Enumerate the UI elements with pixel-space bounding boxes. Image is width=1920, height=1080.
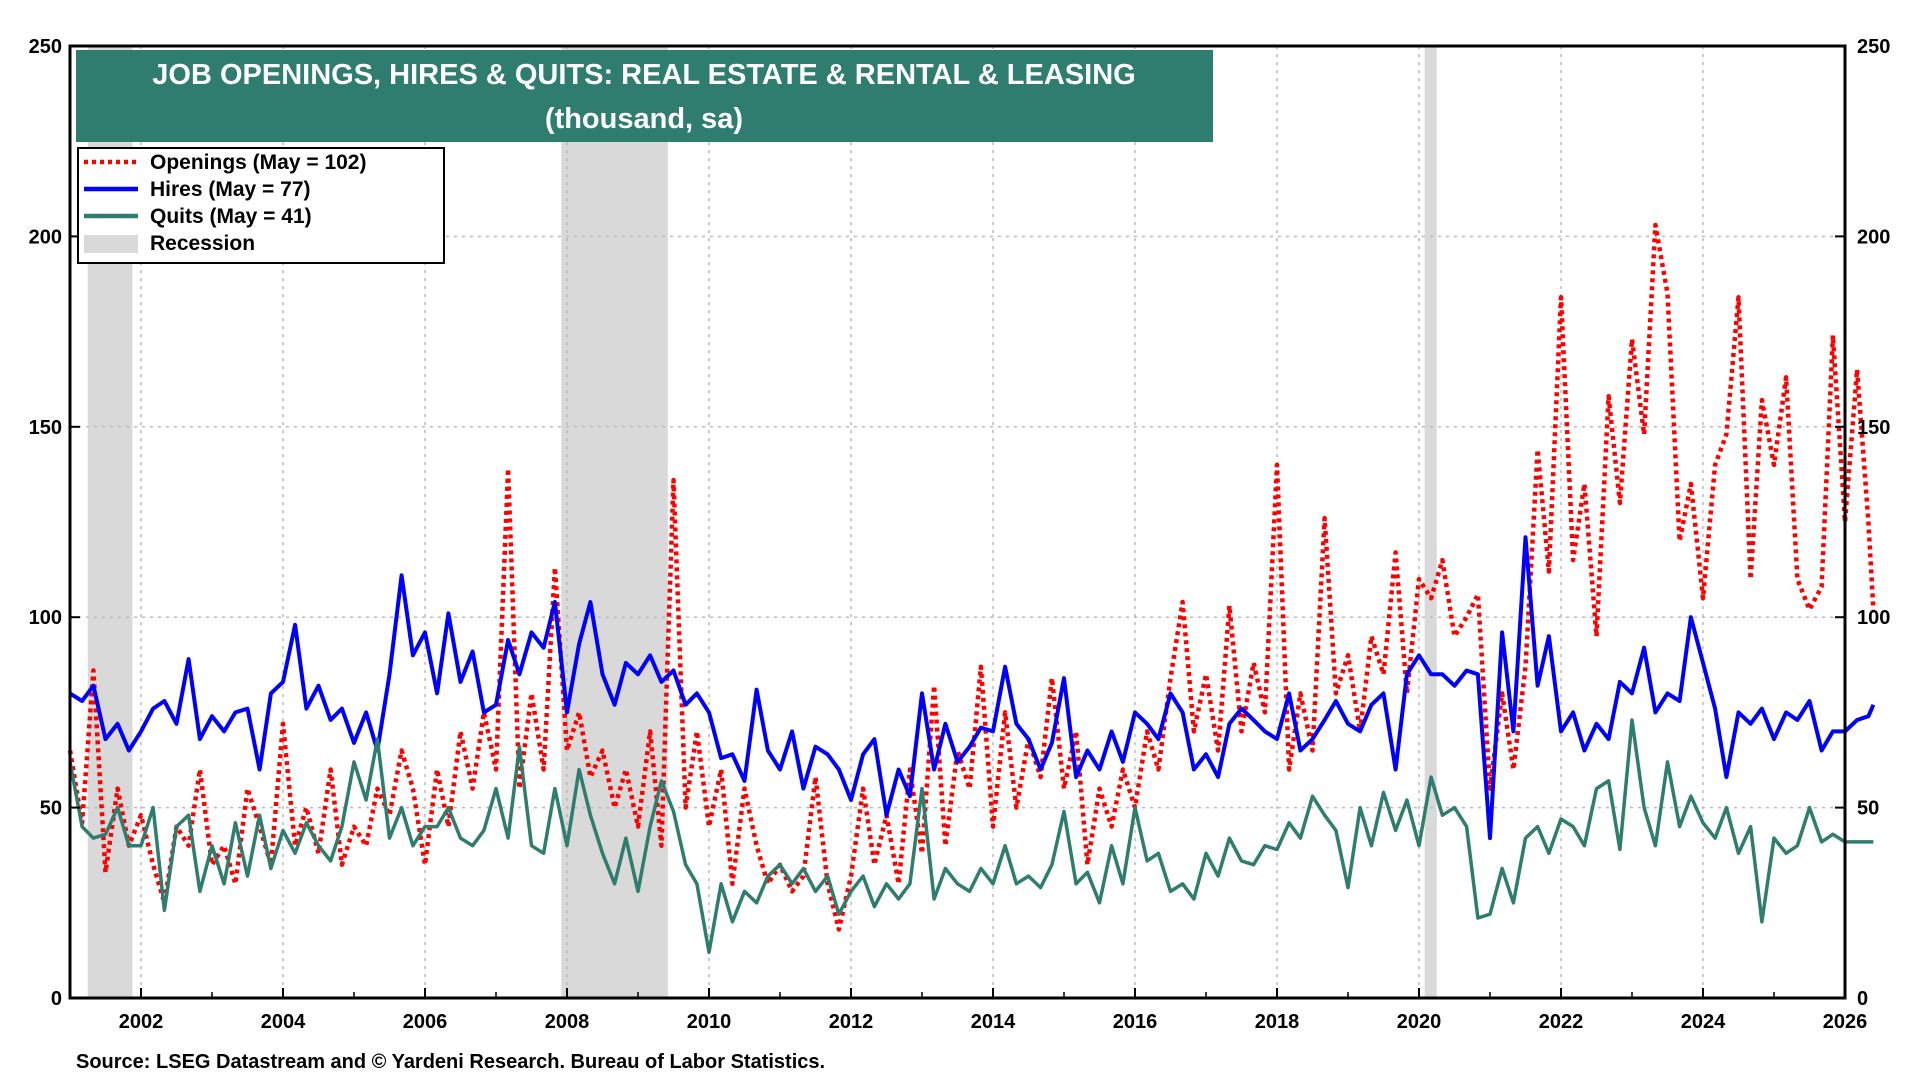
x-tick-label-2014: 2014 bbox=[971, 1011, 1016, 1033]
y-tick-label-right-200: 200 bbox=[1857, 226, 1890, 248]
legend-label-hires: Hires (May = 77) bbox=[150, 178, 311, 201]
y-tick-label-right-250: 250 bbox=[1857, 36, 1890, 58]
x-tick-label-2008: 2008 bbox=[545, 1011, 590, 1033]
series-lines bbox=[67, 222, 1876, 955]
title-box: JOB OPENINGS, HIRES & QUITS: REAL ESTATE… bbox=[76, 50, 1213, 142]
source-note: Source: LSEG Datastream and © Yardeni Re… bbox=[76, 1051, 825, 1073]
y-tick-label-right-50: 50 bbox=[1857, 798, 1879, 820]
y-tick-label-left-250: 250 bbox=[29, 36, 62, 58]
title-background bbox=[76, 50, 1213, 142]
x-tick-label-2016: 2016 bbox=[1113, 1011, 1158, 1033]
series-line-openings bbox=[67, 222, 1876, 932]
recession-band-2 bbox=[1424, 46, 1437, 998]
y-tick-label-left-200: 200 bbox=[29, 226, 62, 248]
x-tick-label-2004: 2004 bbox=[261, 1011, 306, 1033]
x-tick-label-2010: 2010 bbox=[687, 1011, 732, 1033]
x-tick-label-2022: 2022 bbox=[1539, 1011, 1584, 1033]
series-line-hires bbox=[68, 535, 1876, 841]
x-tick-label-2024: 2024 bbox=[1681, 1011, 1726, 1033]
x-tick-label-2002: 2002 bbox=[119, 1011, 164, 1033]
x-tick-label-2026: 2026 bbox=[1823, 1011, 1868, 1033]
legend-box bbox=[77, 147, 445, 264]
y-tick-label-right-0: 0 bbox=[1857, 988, 1868, 1010]
chart-subtitle: (thousand, sa) bbox=[545, 103, 743, 135]
y-tick-label-right-150: 150 bbox=[1857, 417, 1890, 439]
chart-title: JOB OPENINGS, HIRES & QUITS: REAL ESTATE… bbox=[152, 59, 1135, 91]
series-line-quits bbox=[68, 718, 1874, 955]
y-tick-label-left-50: 50 bbox=[40, 798, 62, 820]
plot-frame bbox=[68, 44, 1847, 1000]
legend-label-quits: Quits (May = 41) bbox=[150, 205, 312, 228]
legend: Openings (May = 102) Hires (May = 77) Qu… bbox=[77, 147, 445, 264]
x-tick-label-2006: 2006 bbox=[403, 1011, 448, 1033]
legend-label-openings: Openings (May = 102) bbox=[150, 151, 366, 174]
legend-label-recession: Recession bbox=[150, 232, 255, 255]
y-tick-label-left-100: 100 bbox=[29, 607, 62, 629]
y-tick-label-right-100: 100 bbox=[1857, 607, 1890, 629]
recession-band-1 bbox=[561, 46, 668, 998]
x-tick-label-2018: 2018 bbox=[1255, 1011, 1300, 1033]
legend-swatch-recession bbox=[84, 235, 138, 253]
axis-ticks: 0 0 50 50 100 100 150 150 200 200 250 250 2002 2004 20… bbox=[29, 36, 1891, 1033]
y-tick-label-left-150: 150 bbox=[29, 417, 62, 439]
x-tick-label-2012: 2012 bbox=[829, 1011, 874, 1033]
x-tick-label-2020: 2020 bbox=[1397, 1011, 1442, 1033]
y-tick-label-left-0: 0 bbox=[51, 988, 62, 1010]
